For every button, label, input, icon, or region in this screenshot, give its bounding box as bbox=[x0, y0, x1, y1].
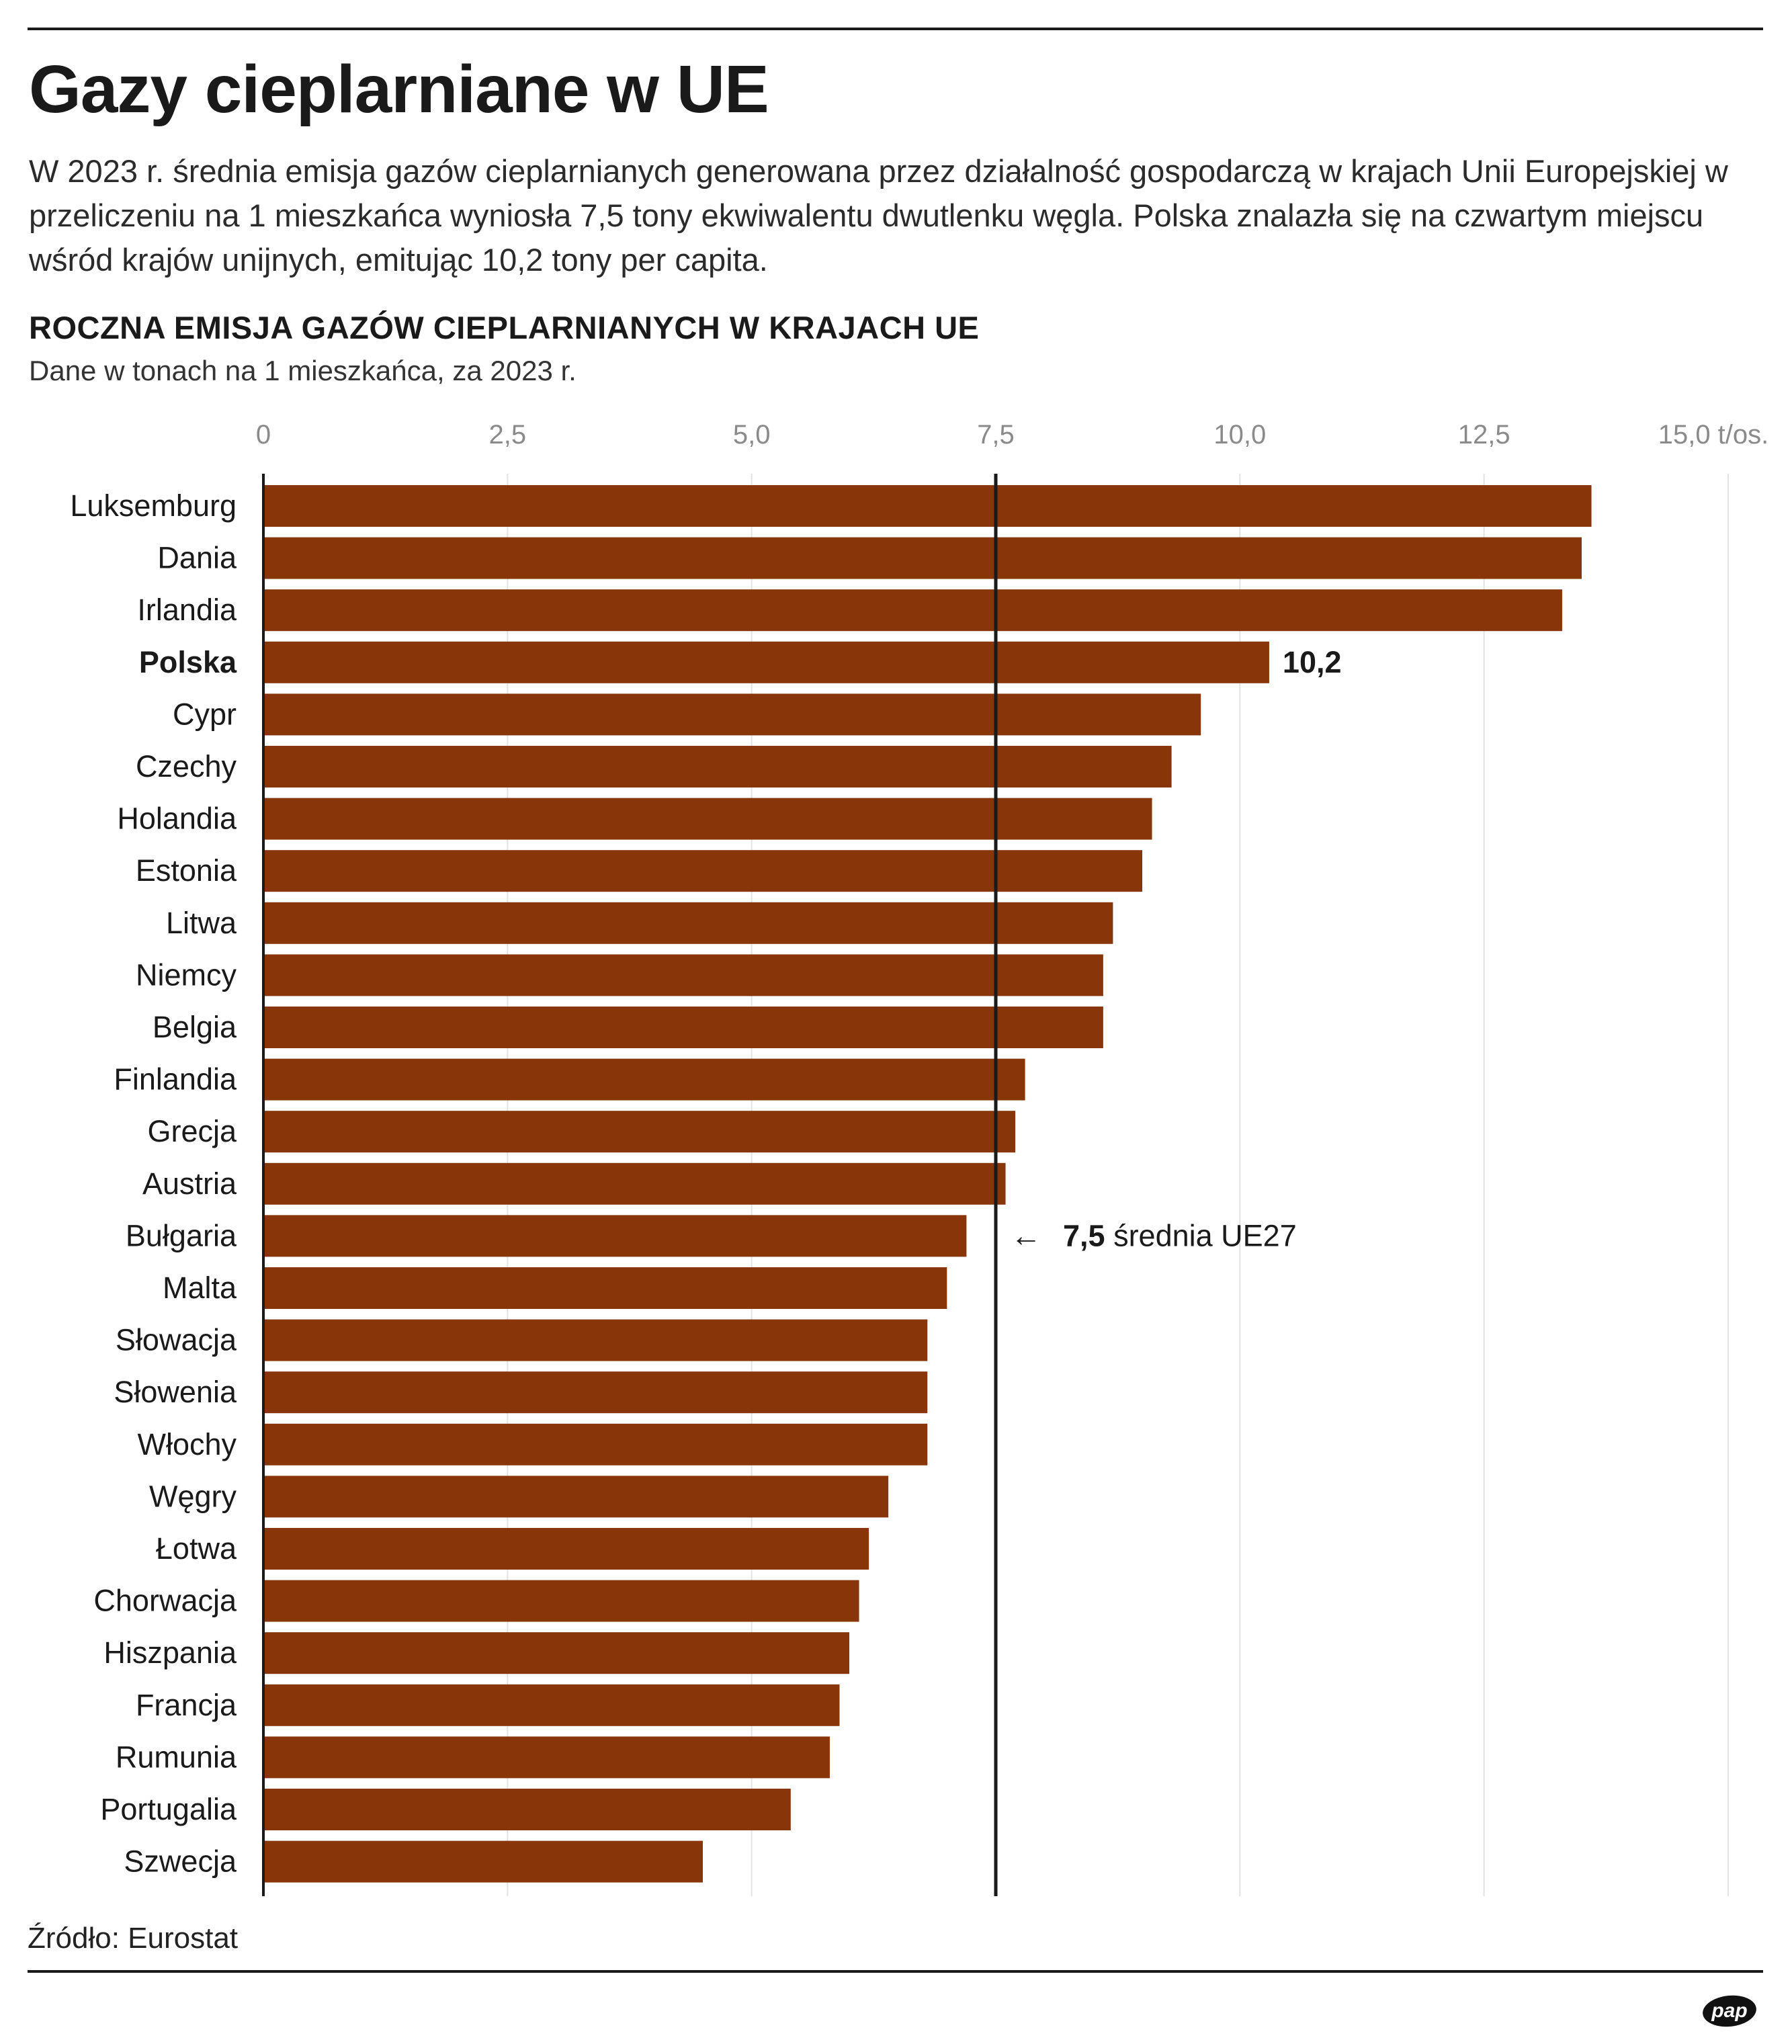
chart-title: ROCZNA EMISJA GAZÓW CIEPLARNIANYCH W KRA… bbox=[29, 310, 980, 345]
labels-layer: Luksemburg Dania Irlandia Polska 10,2 Cypr Cze… bbox=[70, 488, 1341, 1879]
x-tick-label: 10,0 bbox=[1213, 420, 1266, 450]
chart-subtitle: Dane w tonach na 1 mieszkańca, za 2023 r… bbox=[29, 355, 577, 386]
category-label: Belgia bbox=[153, 1010, 237, 1044]
average-arrow: ← bbox=[1011, 1218, 1041, 1252]
bar-chart: Luksemburg Dania Irlandia Polska 10,2 Cypr Cze… bbox=[70, 420, 1768, 1896]
category-label: Cypr bbox=[173, 697, 237, 731]
axis-layer: 0 2,5 5,0 7,5 10,0 12,5 15,0 t/os. bbox=[256, 420, 1768, 1896]
pap-logo: pap bbox=[1701, 1994, 1758, 2028]
bar-belgia bbox=[263, 1007, 1103, 1048]
bar-chorwacja bbox=[263, 1580, 859, 1622]
category-label: Czechy bbox=[136, 749, 237, 783]
average-value: 7,5 bbox=[1063, 1218, 1113, 1252]
category-label: Węgry bbox=[149, 1479, 237, 1513]
category-label: Słowenia bbox=[114, 1375, 237, 1409]
category-label: Łotwa bbox=[156, 1531, 237, 1566]
pap-logo-text: pap bbox=[1711, 2000, 1748, 2022]
category-label: Austria bbox=[142, 1166, 237, 1201]
average-label: 7,5 średnia UE27 bbox=[1063, 1218, 1297, 1252]
x-tick-label: 12,5 bbox=[1458, 420, 1510, 450]
bar-luksemburg bbox=[263, 485, 1592, 527]
bar-łotwa bbox=[263, 1528, 869, 1570]
category-label: Chorwacja bbox=[93, 1584, 237, 1618]
category-label: Portugalia bbox=[100, 1792, 237, 1826]
category-label: Malta bbox=[163, 1271, 237, 1305]
bar-czechy bbox=[263, 746, 1172, 787]
category-label: Słowacja bbox=[116, 1323, 237, 1357]
category-label: Niemcy bbox=[136, 957, 237, 992]
category-label: Polska bbox=[139, 645, 237, 679]
category-label: Estonia bbox=[136, 853, 237, 888]
bar-rumunia bbox=[263, 1736, 830, 1779]
bar-grecja bbox=[263, 1111, 1016, 1153]
category-label: Holandia bbox=[117, 802, 237, 836]
bar-polska bbox=[263, 641, 1269, 683]
bar-malta bbox=[263, 1267, 947, 1309]
bar-finlandia bbox=[263, 1058, 1025, 1101]
bar-litwa bbox=[263, 902, 1113, 944]
bar-holandia bbox=[263, 798, 1152, 840]
bar-francja bbox=[263, 1684, 840, 1726]
highlight-value-label: 10,2 bbox=[1283, 645, 1342, 679]
bar-irlandia bbox=[263, 589, 1562, 632]
category-label: Bułgaria bbox=[126, 1218, 237, 1252]
category-label: Rumunia bbox=[116, 1740, 237, 1774]
category-label: Grecja bbox=[147, 1114, 237, 1148]
bar-estonia bbox=[263, 850, 1142, 892]
bar-niemcy bbox=[263, 954, 1103, 996]
lead-paragraph: W 2023 r. średnia emisja gazów cieplarni… bbox=[29, 153, 1728, 278]
category-label: Litwa bbox=[166, 906, 237, 940]
bar-hiszpania bbox=[263, 1632, 849, 1674]
reference-layer: ← 7,5 średnia UE27 bbox=[994, 474, 1297, 1896]
top-rule bbox=[28, 28, 1763, 30]
bar-dania bbox=[263, 537, 1582, 579]
bottom-rule bbox=[28, 1970, 1763, 1973]
category-label: Francja bbox=[136, 1688, 237, 1722]
x-tick-label: 5,0 bbox=[733, 420, 771, 450]
category-label: Luksemburg bbox=[70, 488, 237, 523]
category-label: Szwecja bbox=[124, 1844, 237, 1879]
x-tick-label: 2,5 bbox=[489, 420, 527, 450]
bars-layer bbox=[263, 485, 1592, 1883]
bar-cypr bbox=[263, 693, 1201, 736]
bar-szwecja bbox=[263, 1840, 703, 1883]
bar-bułgaria bbox=[263, 1215, 967, 1257]
bar-włochy bbox=[263, 1423, 928, 1465]
x-tick-label: 15,0 t/os. bbox=[1658, 420, 1769, 450]
bar-słowenia bbox=[263, 1371, 928, 1414]
pap-logo-shape bbox=[1703, 1995, 1756, 2027]
x-tick-label: 0 bbox=[256, 420, 271, 450]
page-title: Gazy cieplarniane w UE bbox=[29, 52, 769, 127]
bar-austria bbox=[263, 1162, 1006, 1205]
category-label: Irlandia bbox=[137, 593, 237, 627]
source-note: Źródło: Eurostat bbox=[28, 1922, 239, 1955]
category-label: Dania bbox=[157, 541, 237, 575]
category-label: Finlandia bbox=[114, 1062, 237, 1097]
average-text: średnia UE27 bbox=[1113, 1218, 1297, 1252]
category-label: Hiszpania bbox=[103, 1635, 237, 1670]
bar-słowacja bbox=[263, 1319, 928, 1361]
x-tick-label: 7,5 bbox=[977, 420, 1015, 450]
category-label: Włochy bbox=[137, 1427, 237, 1461]
bar-węgry bbox=[263, 1476, 889, 1518]
bar-portugalia bbox=[263, 1789, 791, 1830]
